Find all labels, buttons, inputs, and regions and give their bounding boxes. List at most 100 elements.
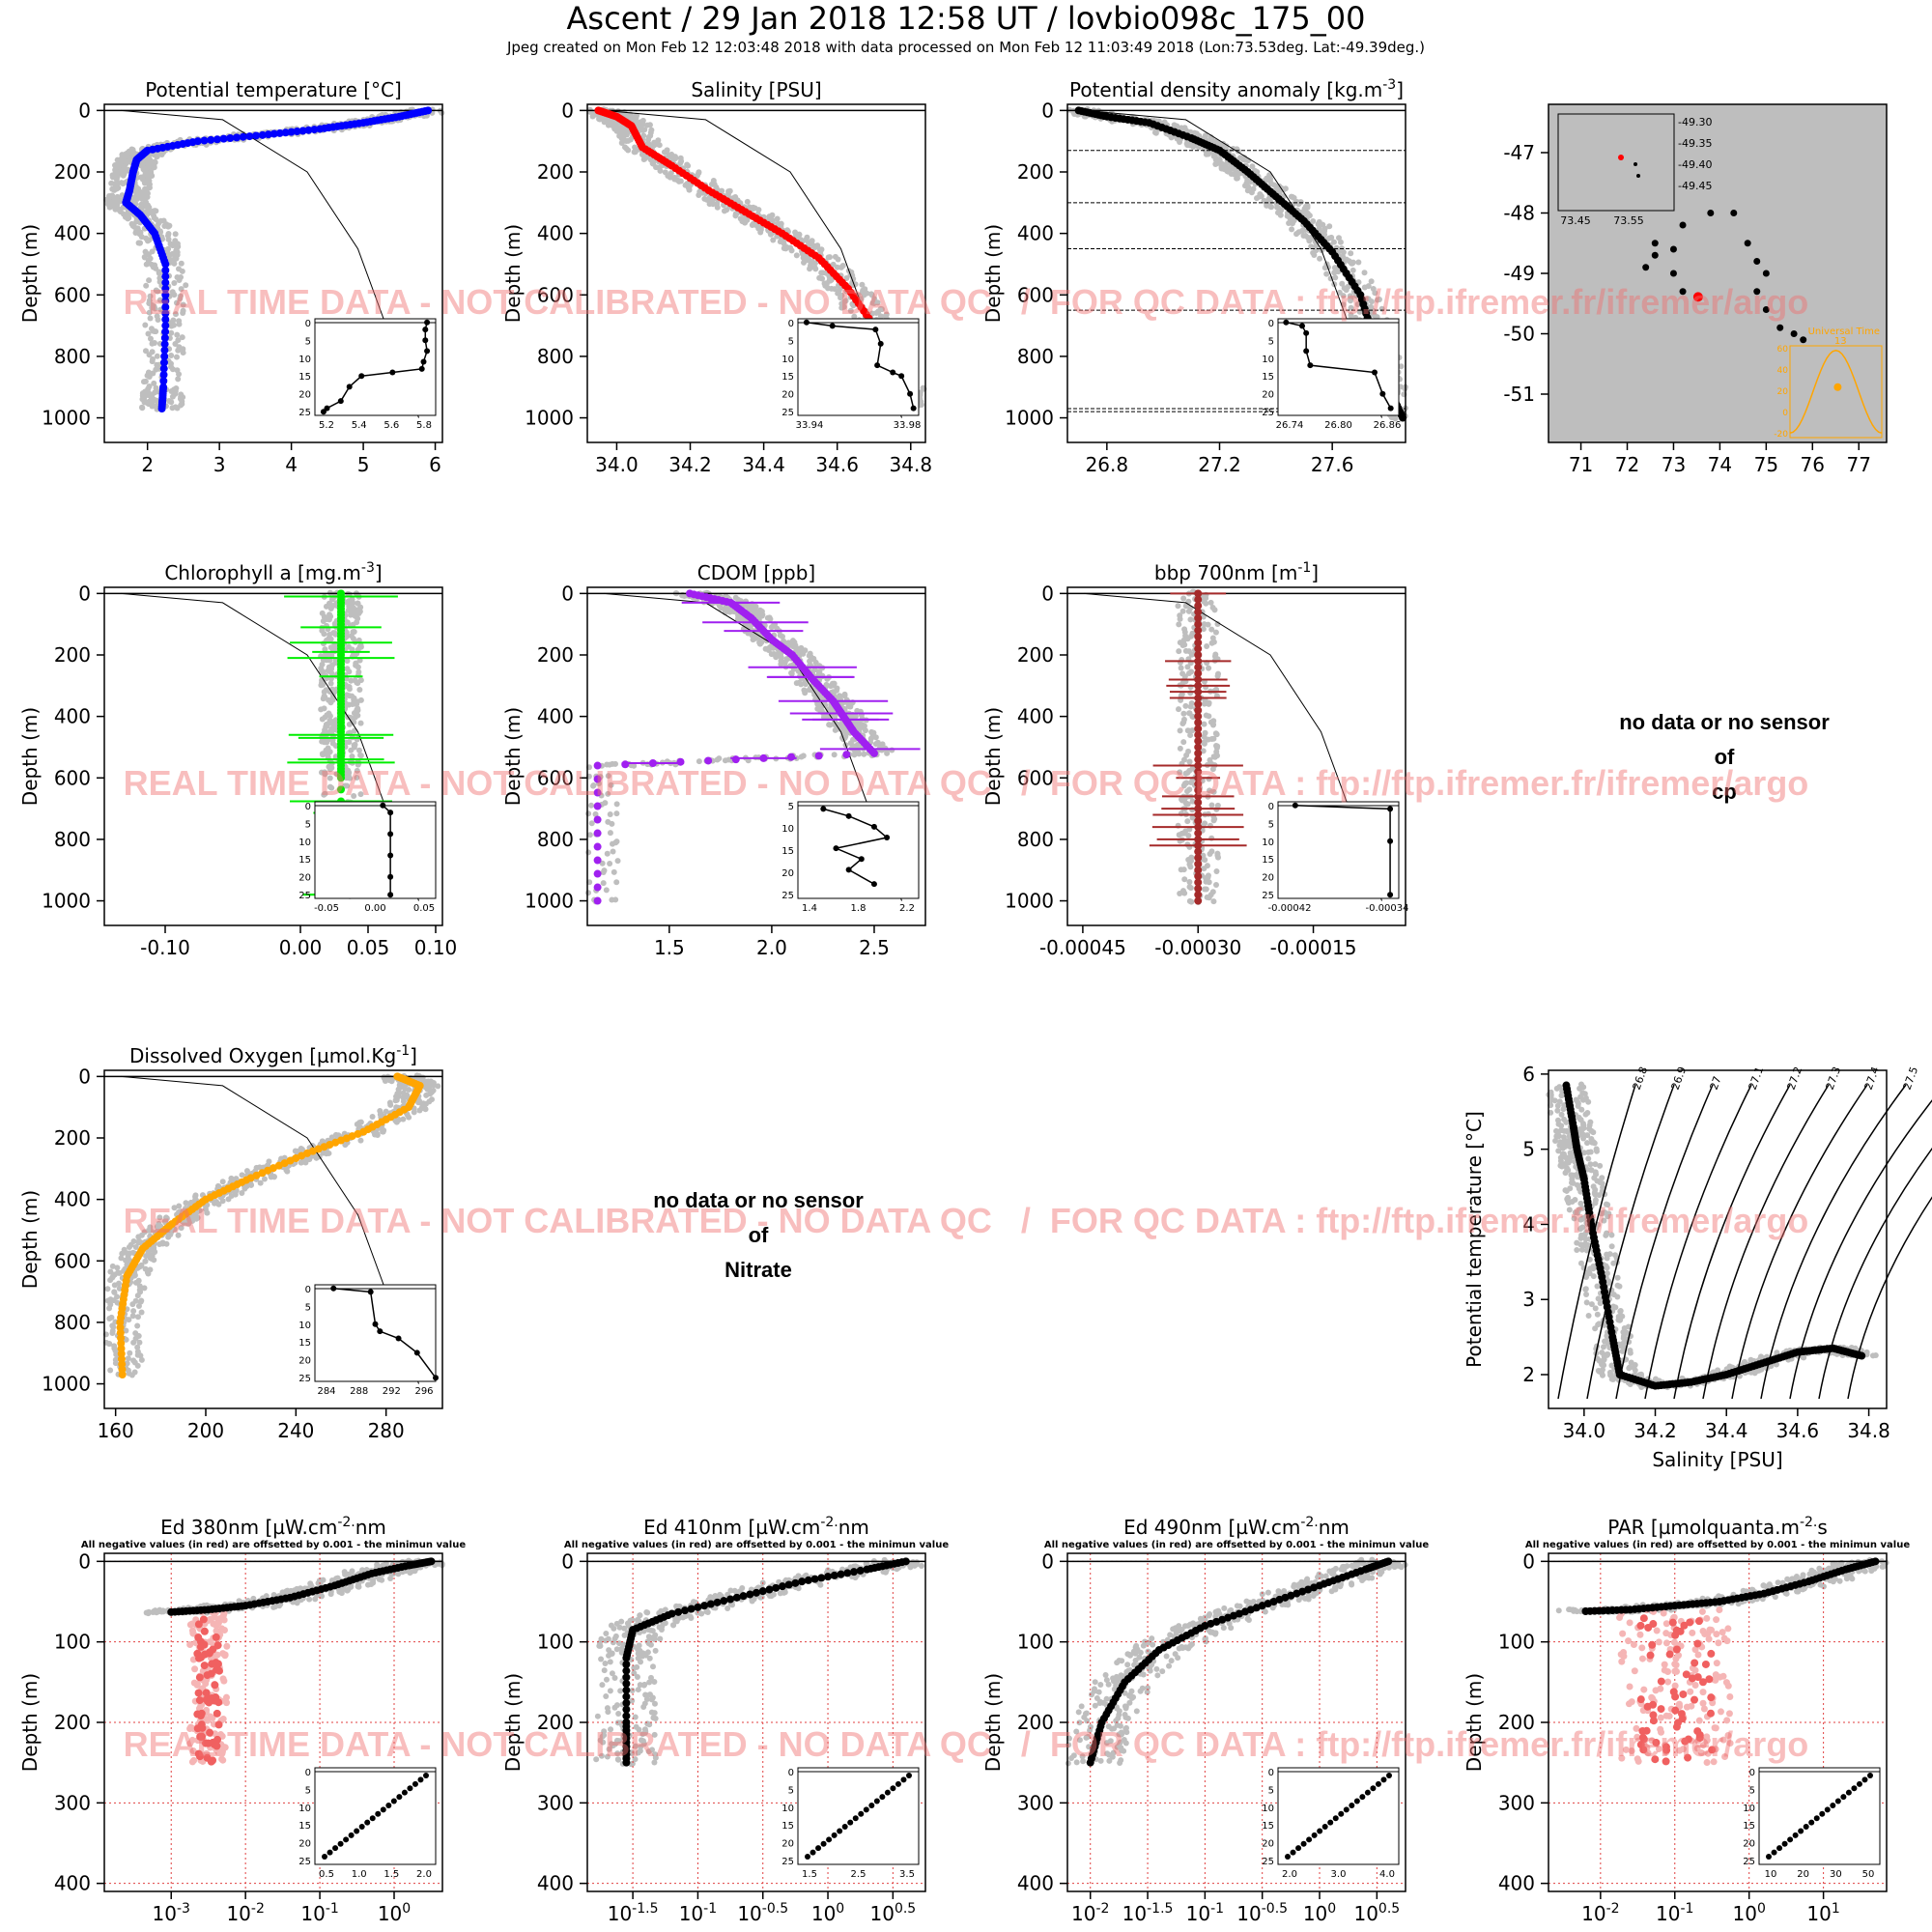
envelope-point [1208,599,1214,606]
y-tick-label: 600 [537,766,574,789]
envelope-point [1209,722,1216,728]
envelope-point [327,775,333,781]
inset-tick-label: -0.05 [314,903,339,914]
envelope-point [600,868,607,875]
envelope-point [1205,151,1211,157]
inset-point [870,881,877,888]
envelope-point [1186,861,1193,867]
chart-title: Chlorophyll a [mg.m-3] [164,560,382,584]
envelope-point [1186,884,1193,891]
envelope-point [1361,284,1368,291]
inset-tick-label: 73.55 [1613,214,1644,227]
envelope-point [1187,732,1194,739]
envelope-point [1177,769,1183,776]
envelope-point [1374,297,1380,303]
envelope-point [604,850,611,857]
inset-tick-label: 5 [788,336,794,347]
x-tick-label: 2 [141,453,154,476]
envelope-point [1214,743,1221,750]
envelope-point [1212,629,1219,636]
envelope-point [171,292,178,298]
y-tick-label: 1000 [1005,407,1054,430]
envelope-point [1311,252,1318,259]
inset-tick-label: 0 [788,319,794,329]
inset-tick-label: 73.45 [1560,214,1591,227]
envelope-point [1175,603,1181,610]
data-point [593,869,602,878]
y-tick-label: 0 [1041,582,1054,605]
y-tick-label: -49 [1503,262,1535,285]
inset-tick-label: 33.94 [796,420,824,431]
envelope-point [174,331,181,338]
envelope-point [180,350,186,356]
inset-point [884,835,891,841]
x-tick-label: -0.00045 [1039,936,1126,959]
data-point [676,757,685,766]
envelope-point [870,299,877,306]
solar-tick: 20 [1777,387,1789,397]
envelope-point [142,378,149,384]
inset-point [1283,319,1290,326]
x-tick-label: 6 [429,453,441,476]
x-tick-label: 34.8 [890,453,933,476]
envelope-point [1208,892,1214,898]
chart-bbp: -0.00045 -0.00030 -0.000150200400600800100… [981,560,1408,959]
y-tick-label: 1000 [1005,890,1054,913]
envelope-point [1180,782,1187,789]
x-tick-label: 73 [1662,453,1686,476]
current-position [1692,292,1703,302]
data-point [842,751,851,759]
envelope-point [714,204,721,211]
envelope-point [147,293,154,299]
envelope-point [139,405,146,412]
inset-point [1299,323,1305,329]
inset-point [829,323,836,329]
inset-point [380,802,386,809]
envelope-point [352,714,358,721]
envelope-point [600,880,607,887]
envelope-point [1209,766,1216,773]
envelope-point [588,820,595,827]
x-tick-label: -0.10 [140,936,190,959]
envelope-point [1361,270,1368,276]
envelope-point [1180,595,1187,602]
inset-tick-label: 10 [781,824,794,835]
envelope-point [614,858,621,865]
envelope-point [177,296,184,302]
envelope-point [318,682,325,689]
y-axis-label: Depth (m) [18,224,42,323]
x-tick-label: 72 [1615,453,1639,476]
envelope-point [1204,642,1210,649]
envelope-point [1179,642,1186,649]
inset-frame [314,318,437,416]
envelope-point [1202,857,1208,864]
inset-point [387,873,394,880]
envelope-point [176,321,183,327]
x-tick-label: 71 [1569,453,1593,476]
y-tick-label: 0 [78,582,91,605]
envelope-point [158,152,165,158]
envelope-point [268,1174,274,1180]
envelope-point [802,690,809,696]
y-tick-label: 600 [1017,766,1054,789]
inset-tick-label: 26.80 [1324,420,1352,431]
inset-point [845,812,852,819]
envelope-point [1213,868,1220,875]
data-point [869,749,878,757]
inset-tick-label: 0 [1268,319,1274,329]
envelope-point [142,348,149,355]
envelope-point [1306,238,1313,244]
track-point [1753,258,1761,265]
envelope-point [171,279,178,286]
envelope-point [585,810,592,817]
solar-tick: 60 [1777,345,1789,355]
inset-point [1303,348,1310,355]
inset-tick-label: 20 [298,873,311,884]
y-tick-label: 600 [1017,283,1054,306]
envelope-point [825,254,832,261]
envelope-point [827,277,834,284]
envelope-point [153,215,159,222]
envelope-point [175,376,182,383]
envelope-point [742,219,749,226]
